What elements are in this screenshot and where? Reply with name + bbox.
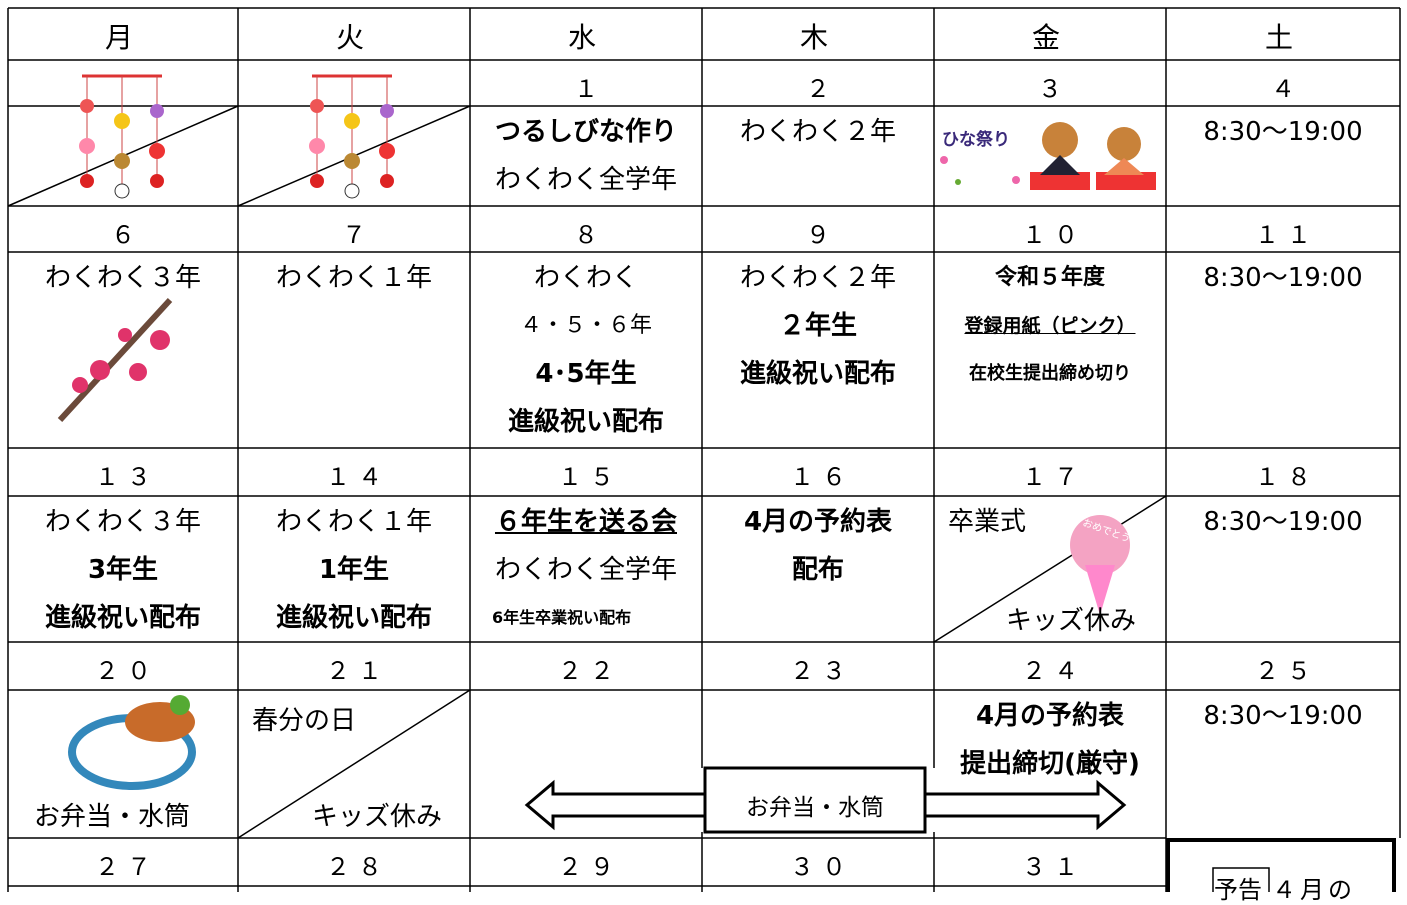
date: ８ bbox=[574, 221, 606, 249]
day-header: 金 bbox=[1031, 21, 1068, 54]
day-header: 水 bbox=[567, 21, 604, 54]
date: ２９ bbox=[558, 853, 622, 881]
day-header: 月 bbox=[104, 21, 141, 54]
cell-text: わくわく全学年 bbox=[494, 555, 677, 585]
date: １７ bbox=[1022, 463, 1086, 491]
cell-text: 卒業式 bbox=[948, 507, 1027, 537]
cell-text: 令和５年度 bbox=[994, 265, 1105, 290]
date: ２４ bbox=[1022, 657, 1086, 685]
cell-text: 3年生 bbox=[87, 555, 159, 585]
notice-text: ４月の bbox=[1272, 876, 1356, 904]
cell-text: キッズ休み bbox=[312, 802, 443, 832]
cell-text: わくわく３年 bbox=[44, 263, 201, 293]
cell-text: わくわく２年 bbox=[739, 117, 896, 147]
cell-text: 在校生提出締め切り bbox=[969, 363, 1131, 384]
date: １ bbox=[574, 75, 606, 103]
date: ４ bbox=[1271, 75, 1303, 103]
date: ２８ bbox=[326, 853, 390, 881]
cell-text: わくわく全学年 bbox=[494, 165, 677, 195]
date: ９ bbox=[806, 221, 838, 249]
notice-box bbox=[1166, 838, 1396, 892]
cell-text: お弁当・水筒 bbox=[34, 802, 191, 832]
cell-text: 4月の予約表 bbox=[975, 701, 1125, 731]
date: １５ bbox=[558, 463, 622, 491]
cell-text: ２年生 bbox=[778, 311, 857, 341]
day-header: 火 bbox=[335, 21, 372, 54]
date: １０ bbox=[1022, 221, 1086, 249]
date: ３１ bbox=[1022, 853, 1086, 881]
cell-text: わくわく２年 bbox=[739, 263, 896, 293]
date: １３ bbox=[95, 463, 159, 491]
date: ２２ bbox=[558, 657, 622, 685]
cell-text: わくわく１年 bbox=[275, 263, 432, 293]
cell-text: 進級祝い配布 bbox=[275, 603, 432, 633]
cell-text: 進級祝い配布 bbox=[739, 359, 896, 389]
cell-text: 8:30〜19:00 bbox=[1203, 263, 1363, 293]
cell-text: 登録用紙（ピンク） bbox=[964, 315, 1136, 337]
date: ３ bbox=[1038, 75, 1070, 103]
notice-label-box bbox=[1212, 867, 1270, 892]
cell-text: 春分の日 bbox=[252, 706, 357, 736]
cell-text: 6年生卒業祝い配布 bbox=[492, 608, 632, 627]
date: ７ bbox=[342, 221, 374, 249]
cell-text: 8:30〜19:00 bbox=[1203, 507, 1363, 537]
cell-text: 4月の予約表 bbox=[743, 507, 893, 537]
double-arrow bbox=[524, 766, 1127, 834]
cell-text: わくわく bbox=[533, 263, 638, 293]
cell-text: つるしびな作り bbox=[494, 117, 677, 147]
date: １１ bbox=[1255, 221, 1319, 249]
day-header: 木 bbox=[799, 21, 836, 54]
cell-text: 進級祝い配布 bbox=[44, 603, 201, 633]
cell-text: 配布 bbox=[791, 555, 844, 585]
cell-text: 提出締切(厳守) bbox=[960, 749, 1140, 779]
day-header: 土 bbox=[1264, 21, 1301, 54]
date: １６ bbox=[790, 463, 854, 491]
cell-text: わくわく１年 bbox=[275, 507, 432, 537]
date: ２３ bbox=[790, 657, 854, 685]
cell-text: ６年生を送る会 bbox=[494, 507, 677, 537]
illustration bbox=[57, 74, 1156, 790]
date: ２１ bbox=[326, 657, 390, 685]
date: １４ bbox=[326, 463, 390, 491]
cell-text: 8:30〜19:00 bbox=[1203, 117, 1363, 147]
cell-text: キッズ休み bbox=[1006, 606, 1137, 636]
illustration-text: ひな祭り bbox=[942, 130, 1010, 150]
date: ６ bbox=[111, 221, 143, 249]
date: ３０ bbox=[790, 853, 854, 881]
date: ２０ bbox=[95, 657, 159, 685]
banner-text: お弁当・水筒 bbox=[746, 795, 884, 821]
date: ２７ bbox=[95, 853, 159, 881]
cell-text: 4･5年生 bbox=[535, 359, 637, 389]
cell-text: 1年生 bbox=[318, 555, 390, 585]
date: ２ bbox=[806, 75, 838, 103]
cell-text: わくわく３年 bbox=[44, 507, 201, 537]
cell-text: 進級祝い配布 bbox=[507, 407, 664, 437]
date: ２５ bbox=[1255, 657, 1319, 685]
notice-label: 予告 bbox=[1214, 876, 1262, 904]
cell-text: 8:30〜19:00 bbox=[1203, 701, 1363, 731]
date: １８ bbox=[1255, 463, 1319, 491]
cell-text: ４・５・６年 bbox=[519, 313, 652, 338]
